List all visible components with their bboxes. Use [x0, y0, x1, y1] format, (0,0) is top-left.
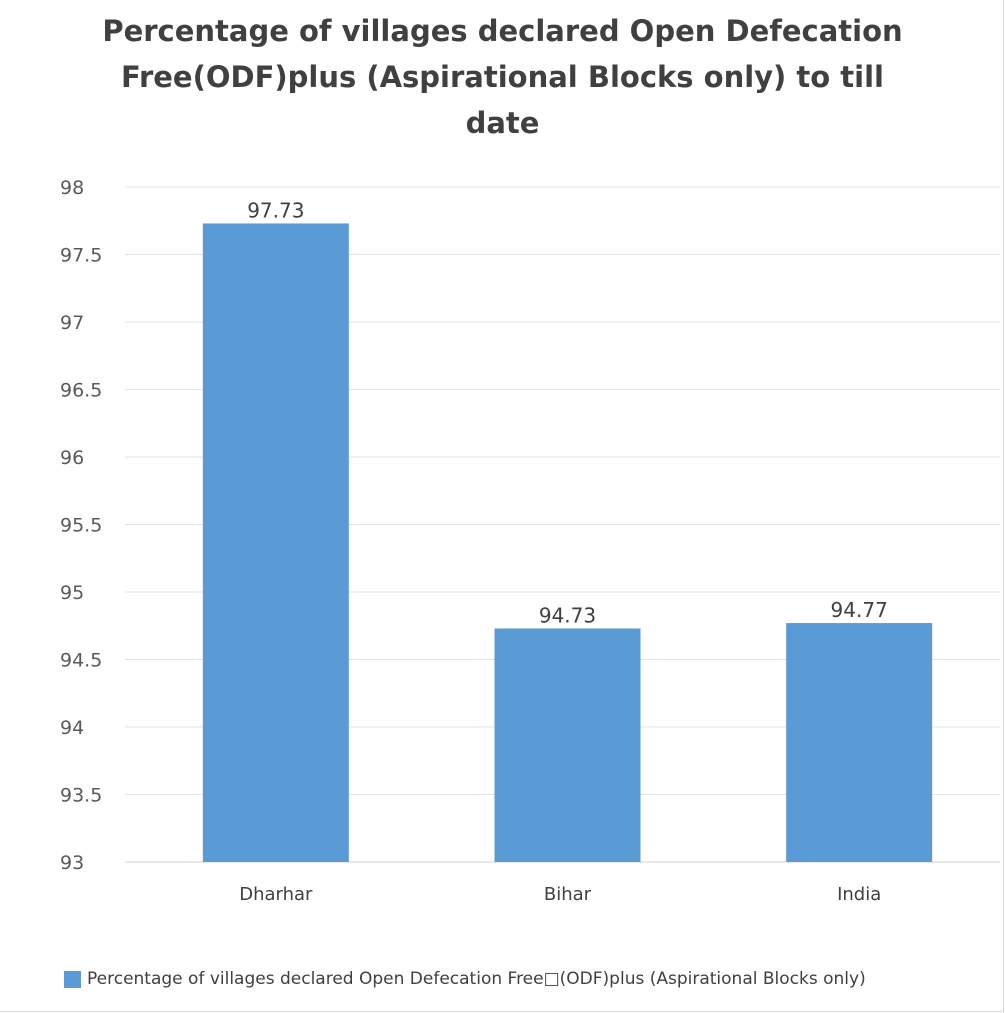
- x-axis-category-labels: Dharhar Bihar India: [239, 884, 881, 905]
- data-labels: 97.73 94.73 94.77: [247, 198, 888, 627]
- x-category-label-dharhar: Dharhar: [239, 884, 313, 905]
- x-category-label-india: India: [837, 884, 881, 905]
- y-tick-label: 97: [60, 312, 84, 334]
- data-label-dharhar: 97.73: [247, 198, 304, 222]
- y-tick-label: 94.5: [60, 650, 102, 672]
- y-tick-label: 95.5: [60, 515, 102, 537]
- y-tick-label: 93.5: [60, 785, 102, 807]
- y-tick-label: 96.5: [60, 380, 102, 402]
- bars: [202, 223, 933, 862]
- y-tick-label: 96: [60, 447, 84, 469]
- plot-area: 93 93.5 94 94.5 95 95.5 96 96.5 97 97.5 98 97.73 94…: [60, 177, 1000, 905]
- chart-title-line-2: Free(ODF)plus (Aspirational Blocks only)…: [121, 60, 884, 94]
- y-tick-label: 94: [60, 717, 84, 739]
- legend-swatch: [64, 970, 81, 988]
- y-tick-label: 95: [60, 582, 84, 604]
- chart-title-line-1: Percentage of villages declared Open Def…: [102, 14, 903, 48]
- y-tick-label: 93: [60, 852, 84, 874]
- legend: Percentage of villages declared Open Def…: [64, 966, 866, 992]
- y-tick-label: 98: [60, 177, 84, 199]
- data-label-bihar: 94.73: [539, 603, 596, 627]
- bar-dharhar: [202, 223, 349, 862]
- y-axis-tick-labels: 93 93.5 94 94.5 95 95.5 96 96.5 97 97.5 98: [60, 177, 102, 874]
- bar-india: [786, 623, 933, 862]
- data-label-india: 94.77: [831, 598, 888, 622]
- legend-label: Percentage of villages declared Open Def…: [87, 969, 866, 989]
- y-tick-label: 97.5: [60, 245, 102, 267]
- chart-title-line-3: date: [465, 106, 540, 140]
- x-category-label-bihar: Bihar: [544, 884, 592, 905]
- chart-title: Percentage of villages declared Open Def…: [0, 8, 1005, 146]
- bar-bihar: [494, 628, 641, 862]
